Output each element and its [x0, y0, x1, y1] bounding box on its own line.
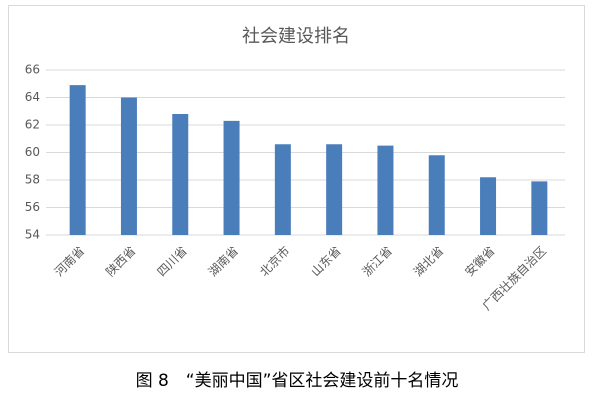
bar [223, 120, 240, 235]
y-tick-label: 60 [25, 145, 40, 159]
bar [172, 114, 189, 235]
y-tick-label: 56 [25, 200, 40, 214]
chart-title: 社会建设排名 [242, 26, 350, 47]
bar [377, 145, 394, 235]
caption: 图 8 “美丽中国”省区社会建设前十名情况 [136, 371, 459, 391]
bar [120, 97, 137, 235]
bar [69, 85, 86, 235]
y-tick-label: 66 [25, 63, 40, 77]
y-tick-label: 54 [25, 228, 40, 242]
bar [428, 155, 445, 235]
bar [326, 144, 343, 235]
y-tick-label: 58 [25, 173, 40, 187]
y-tick-label: 62 [25, 118, 40, 132]
bar [274, 144, 291, 235]
bar [531, 181, 548, 235]
y-tick-label: 64 [25, 90, 40, 104]
bar [480, 177, 497, 235]
